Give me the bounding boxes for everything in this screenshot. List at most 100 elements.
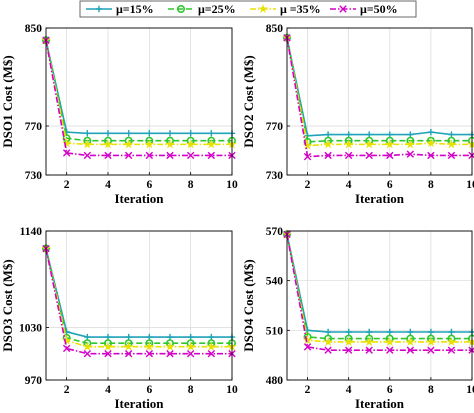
data-point (82, 139, 93, 149)
data-point (208, 130, 215, 137)
axes-frame (45, 230, 233, 381)
x-tick-label: 10 (226, 179, 238, 191)
data-point (103, 341, 113, 351)
data-point (125, 130, 132, 137)
data-point (364, 139, 375, 149)
data-point (84, 333, 91, 341)
data-point (104, 130, 112, 137)
plot-area (46, 231, 232, 380)
data-point (207, 350, 216, 358)
data-point (302, 335, 313, 345)
data-point (166, 130, 174, 137)
data-point (427, 151, 435, 160)
data-point (206, 341, 217, 351)
x-tick-label: 10 (226, 384, 238, 396)
data-point (384, 139, 395, 149)
data-point (185, 341, 196, 351)
y-tick-label: 1140 (20, 226, 43, 238)
data-point (104, 350, 112, 358)
panel-1: 2 4 6 8 10 730 770 850 Iteration DSO1 Cost (M$) (0, 23, 238, 206)
data-point (82, 341, 93, 351)
data-point (343, 336, 354, 347)
data-point (144, 341, 155, 351)
x-tick-label: 6 (146, 384, 152, 396)
y-tick-label: 540 (266, 276, 284, 288)
series-2 (41, 244, 237, 348)
legend-label-4: μ=50% (360, 2, 398, 16)
series-line (45, 248, 232, 355)
data-point (103, 139, 113, 149)
series-line (45, 248, 232, 348)
data-point (61, 335, 72, 345)
series-line (45, 40, 232, 142)
x-tick-label: 10 (466, 179, 474, 191)
plot-area (46, 28, 232, 175)
data-point (426, 138, 436, 148)
data-point (303, 343, 312, 351)
data-point (324, 328, 332, 336)
series-line (286, 234, 472, 333)
data-point (165, 139, 175, 149)
x-tick-label: 4 (346, 384, 352, 396)
data-point (386, 346, 394, 354)
data-point (344, 151, 353, 160)
x-tick-label: 2 (64, 384, 70, 396)
panel-3: 2 4 6 8 10 970 1030 1140 Iteration DSO3 Cost (M$) (0, 226, 238, 411)
data-point (187, 333, 194, 341)
legend: μ=15% μ=25% μ =35% μ=50% (79, 0, 417, 18)
data-point (206, 139, 217, 149)
x-tick-label: 4 (105, 179, 111, 191)
data-point (345, 328, 352, 336)
data-point (124, 350, 133, 358)
legend-marker-2 (177, 5, 186, 14)
data-point (144, 139, 155, 149)
data-point (207, 151, 216, 160)
series-line (286, 234, 472, 351)
data-point (303, 152, 312, 161)
y-tick-label: 850 (266, 23, 284, 35)
data-point (386, 328, 393, 336)
legend-marker-1 (95, 5, 103, 13)
y-tick-label: 1030 (19, 322, 42, 334)
series-line (45, 248, 232, 338)
y-tick-label: 570 (266, 226, 284, 238)
series-line (45, 40, 232, 135)
data-point (145, 151, 154, 160)
data-point (123, 139, 134, 149)
legend-label-1: μ=15% (116, 2, 154, 16)
y-tick-label: 770 (266, 121, 284, 133)
data-point (448, 328, 455, 336)
data-point (446, 336, 457, 347)
data-point (384, 336, 395, 347)
panel-2: 2 4 6 8 10 730 770 850 Iteration DSO2 Cost (M$) (241, 23, 474, 206)
data-point (343, 139, 354, 149)
data-point (323, 336, 333, 347)
series-line (286, 37, 472, 137)
y-tick-label: 730 (25, 170, 43, 182)
x-tick-label: 8 (188, 179, 194, 191)
y-tick-label: 850 (25, 23, 43, 35)
x-tick-label: 4 (105, 384, 111, 396)
data-point (62, 149, 71, 157)
y-tick-label: 480 (266, 375, 284, 387)
x-tick-label: 8 (428, 384, 434, 396)
panels: 2 4 6 8 10 730 770 850 Iteration DSO1 Cost (M$) 2 4… (0, 23, 474, 411)
data-point (166, 333, 174, 341)
series-4 (283, 34, 474, 161)
axes-frame (45, 27, 233, 176)
series-line (286, 37, 472, 158)
axes-frame (286, 230, 473, 381)
x-tick-label: 8 (188, 384, 194, 396)
x-axis-label: Iteration (355, 191, 405, 206)
data-point (186, 350, 195, 358)
data-point (364, 336, 375, 347)
data-point (365, 346, 373, 354)
data-point (166, 350, 174, 358)
data-point (426, 336, 436, 347)
legend-label-3: μ =35% (280, 2, 321, 16)
data-point (104, 333, 112, 341)
x-tick-label: 6 (146, 179, 152, 191)
x-tick-label: 2 (64, 179, 70, 191)
series-line (286, 234, 472, 343)
